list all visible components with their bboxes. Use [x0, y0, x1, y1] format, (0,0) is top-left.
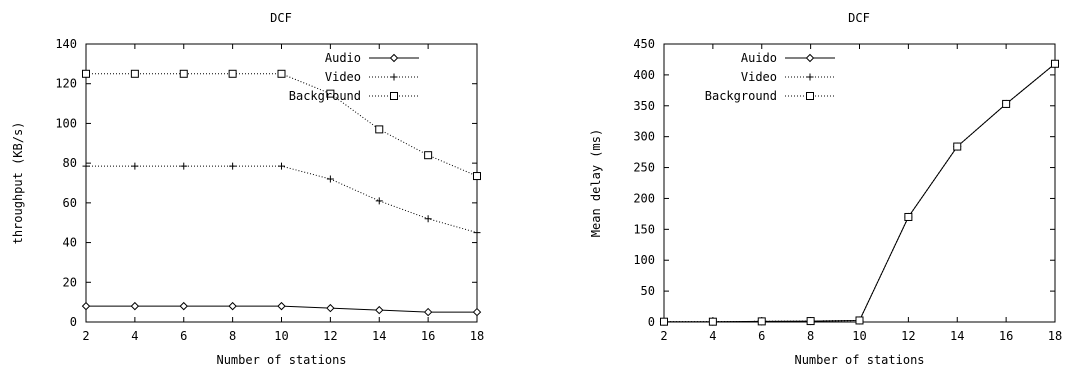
y-axis-label: throughput (KB/s): [11, 122, 25, 245]
legend-marker: [390, 73, 398, 81]
y-tick-label: 150: [633, 222, 655, 236]
y-axis-label: Mean delay (ms): [589, 129, 603, 237]
x-tick-label: 10: [274, 329, 288, 343]
data-point: [424, 215, 432, 223]
x-tick-label: 4: [709, 329, 716, 343]
data-point: [229, 162, 237, 170]
y-tick-label: 450: [633, 37, 655, 51]
data-point: [375, 125, 384, 134]
series-line: [86, 73, 478, 177]
chart-title: DCF: [848, 11, 870, 25]
data-point: [375, 197, 383, 205]
x-tick-label: 16: [999, 329, 1013, 343]
throughput-chart: DCF 0 20 40 60 80 100 120 140 2 4 6 8 10 12 14 16 18 Numbe…: [11, 11, 484, 367]
y-tick-label: 60: [63, 196, 77, 210]
data-point: [82, 162, 90, 170]
x-tick-label: 16: [421, 329, 435, 343]
y-tick-label: 140: [55, 37, 77, 51]
data-point: [130, 69, 139, 78]
data-point: [130, 301, 140, 311]
data-point: [757, 317, 766, 326]
data-point: [326, 89, 335, 98]
data-point: [473, 172, 481, 181]
data-point: [326, 175, 334, 183]
data-point: [1002, 99, 1011, 108]
x-tick-label: 12: [323, 329, 337, 343]
legend-label: Video: [741, 70, 777, 84]
data-point: [131, 162, 139, 170]
x-axis-label: Number of stations: [794, 353, 924, 367]
data-point: [1051, 59, 1059, 68]
data-point: [179, 69, 188, 78]
x-tick-label: 14: [950, 329, 964, 343]
x-tick-label: 12: [901, 329, 915, 343]
x-tick-label: 2: [660, 329, 667, 343]
y-tick-label: 300: [633, 130, 655, 144]
delay-chart: DCF 0 50 100 150 200 250 300 350 400 450 2 4 6 8 10 12 14…: [589, 11, 1062, 367]
legend-label: Audio: [325, 51, 361, 65]
data-point: [228, 301, 237, 311]
y-tick-label: 350: [633, 99, 655, 113]
legend-label: Auido: [741, 51, 777, 65]
data-point: [278, 162, 285, 170]
data-point: [180, 162, 188, 170]
x-tick-label: 2: [82, 329, 89, 343]
data-point: [81, 301, 91, 311]
data-point: [473, 229, 481, 237]
legend-label: Background: [705, 89, 777, 103]
y-tick-label: 80: [63, 156, 77, 170]
x-tick-label: 8: [229, 329, 236, 343]
data-point: [277, 301, 286, 311]
y-tick-label: 400: [633, 68, 655, 82]
data-point: [472, 307, 482, 317]
plot-frame: [85, 43, 478, 323]
x-tick-label: 6: [758, 329, 765, 343]
x-tick-label: 18: [1048, 329, 1062, 343]
data-point: [806, 317, 815, 326]
x-tick-label: 10: [852, 329, 866, 343]
legend-label: Background: [289, 89, 361, 103]
data-point: [326, 303, 335, 313]
x-tick-label: 6: [180, 329, 187, 343]
x-axis-label: Number of stations: [216, 353, 346, 367]
legend-label: Video: [325, 70, 361, 84]
data-point: [277, 69, 286, 78]
legend-marker: [390, 92, 398, 100]
legend-marker: [389, 53, 399, 63]
data-point: [228, 69, 237, 78]
data-point: [179, 301, 188, 311]
y-tick-label: 120: [55, 77, 77, 91]
y-tick-label: 0: [648, 315, 655, 329]
legend-marker: [806, 73, 814, 81]
y-tick-label: 40: [63, 236, 77, 250]
x-tick-label: 18: [470, 329, 484, 343]
y-tick-label: 50: [641, 284, 655, 298]
legend-marker: [805, 53, 815, 63]
y-tick-label: 100: [633, 253, 655, 267]
data-point: [904, 212, 913, 221]
plot-frame: [663, 43, 1056, 323]
legend-marker: [806, 92, 814, 100]
x-tick-label: 14: [372, 329, 386, 343]
y-tick-label: 200: [633, 191, 655, 205]
data-point: [953, 142, 962, 151]
data-point: [855, 316, 864, 325]
chart-title: DCF: [270, 11, 292, 25]
x-tick-label: 4: [131, 329, 138, 343]
data-point: [708, 317, 717, 326]
x-tick-label: 8: [807, 329, 814, 343]
y-tick-label: 20: [63, 275, 77, 289]
y-tick-label: 0: [70, 315, 77, 329]
data-point: [660, 317, 668, 326]
data-point: [82, 69, 90, 78]
data-point: [423, 307, 433, 317]
y-tick-label: 100: [55, 116, 77, 130]
y-tick-label: 250: [633, 161, 655, 175]
series-line: [86, 165, 478, 234]
data-point: [424, 151, 433, 160]
data-point: [375, 305, 384, 315]
